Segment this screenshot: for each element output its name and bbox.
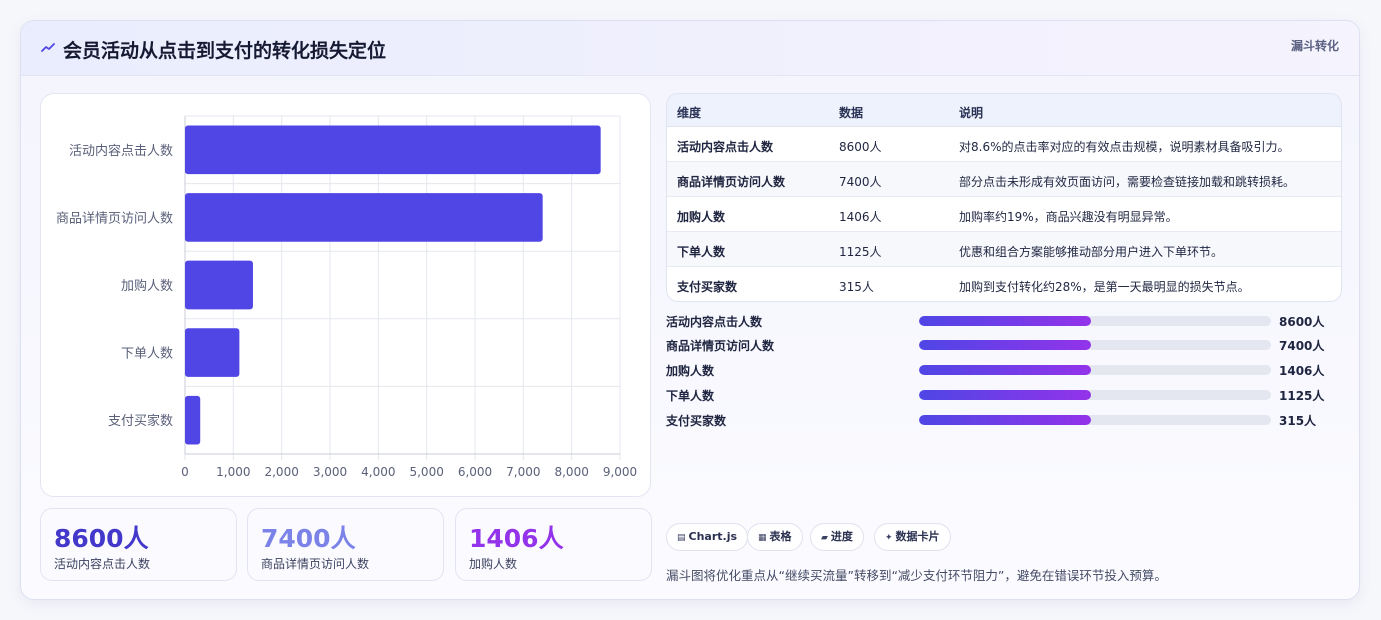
table-cell: 活动内容点击人数 [677,140,774,154]
table-cell: 加购人数 [677,210,726,224]
x-tick-label: 6,000 [458,465,492,479]
card-icon: ✦ [885,533,893,543]
kpi-value: 1406人 [469,524,564,553]
table-row: 下单人数 1125人 优惠和组合方案能够推动部分用户进入下单环节。 [667,232,1341,267]
trend-icon [41,43,55,52]
chip-label: 进度 [830,530,853,543]
table-cell: 优惠和组合方案能够推动部分用户进入下单环节。 [959,245,1224,259]
funnel-bar-chart: 0 1,000 2,000 3,000 4,000 5,000 6,000 7,000 8,00… [56,115,637,479]
table-cell: 加购到支付转化约28%，是第一天最明显的损失节点。 [959,280,1250,294]
funnel-chart-panel: 0 1,000 2,000 3,000 4,000 5,000 6,000 7,000 8,00… [40,93,651,497]
chip-chartjs[interactable]: ▤ Chart.js [666,523,749,551]
bar [185,125,601,175]
chip-table[interactable]: ▦ 表格 [747,523,803,551]
progress-fill [919,316,1092,326]
kpi-label: 加购人数 [469,557,518,571]
footnote: 漏斗图将优化重点从“继续买流量”转移到“减少支付环节阻力”，避免在错误环节投入预… [666,568,1167,583]
progress-track [919,316,1271,326]
x-tick-label: 7,000 [506,465,540,479]
kpi-card-clicks: 8600人 活动内容点击人数 [40,508,237,581]
y-tick-label: 支付买家数 [108,413,173,429]
x-tick-label: 2,000 [264,465,298,479]
table-cell: 部分点击未形成有效页面访问，需要检查链接加载和跳转损耗。 [959,175,1296,189]
progress-value: 8600人 [1279,315,1325,329]
chip-label: 数据卡片 [895,530,940,543]
progress-track [919,340,1271,350]
progress-fill [919,365,1092,375]
table-row: 加购人数 1406人 加购率约19%，商品兴趣没有明显异常。 [667,197,1341,232]
progress-label: 活动内容点击人数 [666,315,763,329]
progress-label: 加购人数 [666,364,715,378]
kpi-card-add-to-cart: 1406人 加购人数 [455,508,652,581]
progress-value: 315人 [1279,414,1317,428]
table-cell: 对8.6%的点击率对应的有效点击规模，说明素材具备吸引力。 [959,140,1290,154]
card-header: 会员活动从点击到支付的转化损失定位 漏斗转化 [21,21,1359,76]
column-header: 数据 [839,106,864,120]
chip-progress[interactable]: ▰ 进度 [810,523,864,551]
x-tick-label: 1,000 [216,465,250,479]
table-icon: ▦ [758,533,767,543]
table-cell: 7400人 [839,175,882,189]
bar [185,328,240,377]
kpi-card-visits: 7400人 商品详情页访问人数 [247,508,444,581]
progress-row: 支付买家数 315人 [666,410,1346,430]
x-tick-label: 5,000 [409,465,443,479]
progress-row: 活动内容点击人数 8600人 [666,311,1346,331]
progress-label: 商品详情页访问人数 [666,339,775,353]
progress-row: 下单人数 1125人 [666,385,1346,405]
progress-row: 加购人数 1406人 [666,360,1346,380]
y-tick-label: 商品详情页访问人数 [56,211,173,226]
progress-fill [919,340,1092,350]
bar [185,193,543,242]
table-cell: 8600人 [839,140,882,154]
y-tick-label: 加购人数 [121,278,173,294]
page-title: 会员活动从点击到支付的转化损失定位 [63,40,387,62]
table-cell: 1125人 [839,245,882,259]
progress-track [919,365,1271,375]
table-cell: 下单人数 [677,245,726,259]
table-cell: 315人 [839,280,874,294]
progress-track [919,415,1271,425]
x-tick-label: 8,000 [554,465,588,479]
progress-icon: ▰ [821,533,828,543]
column-header: 维度 [677,106,702,120]
progress-track [919,390,1271,400]
kpi-label: 活动内容点击人数 [54,557,151,571]
x-tick-label: 4,000 [361,465,395,479]
y-tick-label: 下单人数 [121,347,173,362]
progress-fill [919,415,1092,425]
progress-value: 7400人 [1279,339,1325,353]
progress-fill [919,390,1092,400]
chart-icon: ▤ [677,533,686,543]
x-tick-label: 3,000 [313,465,347,479]
chip-label: 表格 [769,530,792,543]
bar [185,395,201,445]
table-cell: 商品详情页访问人数 [677,175,786,189]
kpi-value: 8600人 [54,524,149,553]
table-header: 维度 数据 说明 [667,94,1341,127]
progress-row: 商品详情页访问人数 7400人 [666,335,1346,355]
y-tick-label: 活动内容点击人数 [69,143,173,159]
table-row: 支付买家数 315人 加购到支付转化约28%，是第一天最明显的损失节点。 [667,267,1341,301]
table-row: 活动内容点击人数 8600人 对8.6%的点击率对应的有效点击规模，说明素材具备… [667,127,1341,162]
bar [185,260,253,310]
chip-data-card[interactable]: ✦ 数据卡片 [874,523,951,551]
table-cell: 加购率约19%，商品兴趣没有明显异常。 [959,210,1178,224]
progress-value: 1125人 [1279,389,1325,403]
column-header: 说明 [959,106,984,120]
chip-label: Chart.js [688,530,738,543]
table-row: 商品详情页访问人数 7400人 部分点击未形成有效页面访问，需要检查链接加载和跳… [667,162,1341,197]
progress-value: 1406人 [1279,364,1325,378]
x-tick-label: 0 [181,465,189,479]
table-cell: 支付买家数 [677,280,738,294]
category-tag: 漏斗转化 [1290,39,1339,53]
progress-label: 下单人数 [666,389,715,403]
kpi-value: 7400人 [261,524,356,553]
table-cell: 1406人 [839,210,882,224]
data-table: 维度 数据 说明 活动内容点击人数 8600人 对8.6%的点击率对应的有效点击… [666,93,1342,302]
progress-label: 支付买家数 [666,414,727,428]
kpi-label: 商品详情页访问人数 [261,557,370,571]
x-tick-label: 9,000 [603,465,637,479]
dashboard-card: 会员活动从点击到支付的转化损失定位 漏斗转化 0 1,000 2,000 3,000 4… [20,20,1360,600]
